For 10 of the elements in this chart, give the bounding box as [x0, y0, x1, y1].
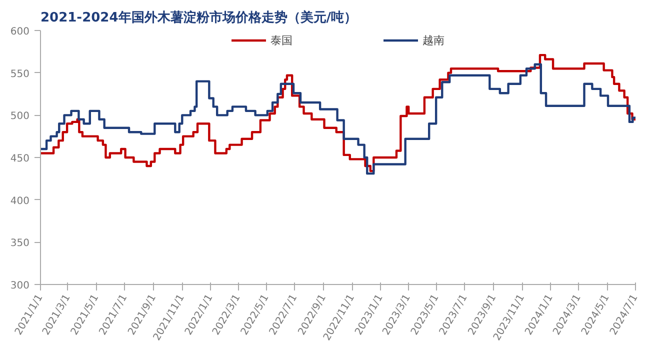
legend-label: 越南 — [422, 32, 444, 48]
legend-label: 泰国 — [270, 32, 292, 48]
chart-title: 2021-2024年国外木薯淀粉市场价格走势（美元/吨） — [40, 10, 358, 26]
y-tick-label: 600 — [10, 26, 30, 38]
y-tick-label: 550 — [10, 68, 30, 80]
y-tick-label: 300 — [10, 280, 30, 292]
y-tick-label: 400 — [10, 196, 30, 207]
y-tick-label: 350 — [10, 238, 30, 250]
y-tick-label: 500 — [10, 111, 30, 122]
y-tick-label: 450 — [10, 154, 30, 164]
